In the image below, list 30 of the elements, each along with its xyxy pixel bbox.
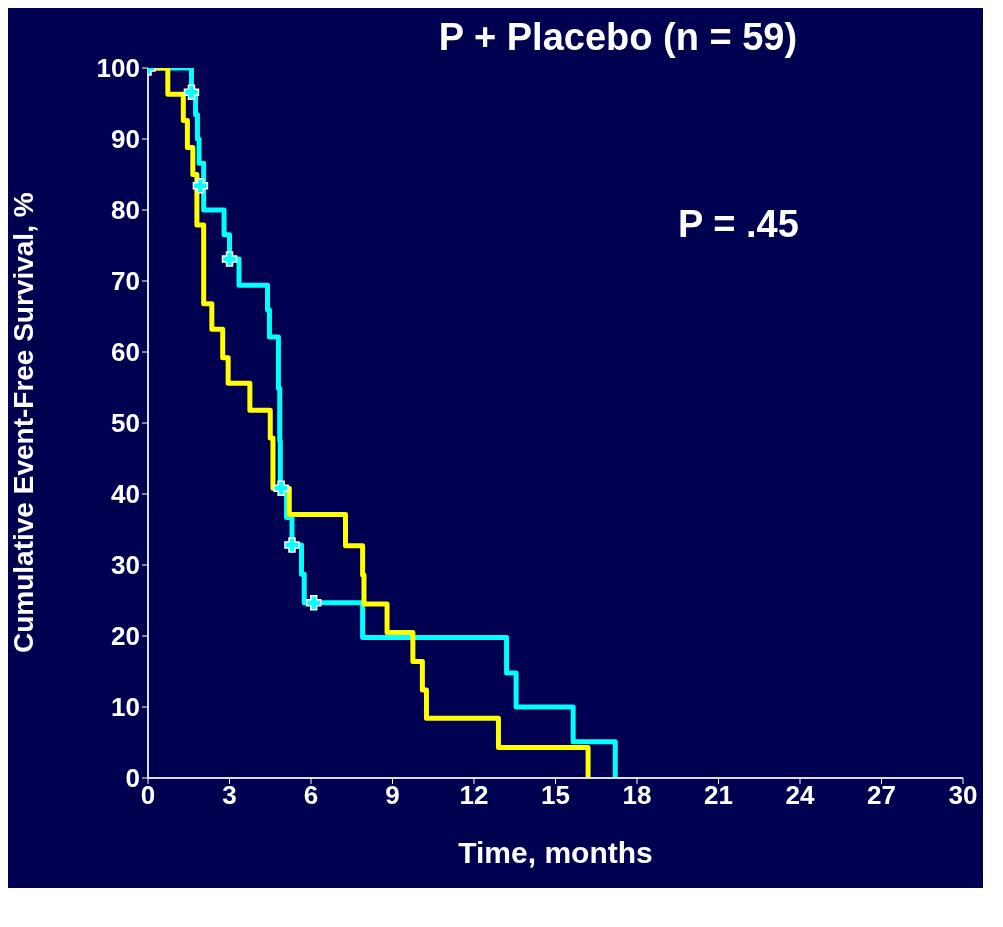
y-tick-label: 80	[111, 195, 140, 226]
y-tick-label: 20	[111, 621, 140, 652]
point	[273, 480, 289, 497]
x-tick-label: 21	[704, 780, 733, 811]
x-axis-title: Time, months	[458, 836, 653, 869]
annotation: P = .45	[678, 203, 799, 246]
x-tick-label: 3	[222, 780, 237, 811]
y-tick-label: 30	[111, 550, 140, 581]
y-tick-label: 10	[111, 692, 140, 723]
y-tick-label: 70	[111, 266, 140, 297]
point	[183, 84, 200, 100]
chart-title: P + Placebo (n = 59)	[437, 16, 799, 59]
point	[192, 178, 209, 194]
point	[284, 537, 300, 553]
point	[305, 594, 322, 611]
x-tick-label: 15	[541, 780, 570, 811]
y-tick-label: 90	[111, 124, 140, 155]
y-tick-label: 40	[111, 479, 140, 510]
x-tick-label: 9	[385, 780, 400, 811]
x-tick-label: 6	[303, 780, 319, 811]
x-tick-label: 27	[867, 780, 896, 811]
y-tick-label: 60	[111, 337, 140, 368]
point	[221, 251, 238, 267]
y-tick-label: 100	[96, 53, 140, 84]
x-tick-label: 30	[948, 780, 978, 811]
x-tick-label: 12	[459, 780, 489, 811]
x-tick-label: 18	[622, 780, 652, 811]
y-tick-label: 50	[111, 408, 140, 439]
y-axis-title: Cumulative Event-Free Survival, %	[7, 192, 39, 653]
x-tick-label: 24	[785, 780, 815, 811]
